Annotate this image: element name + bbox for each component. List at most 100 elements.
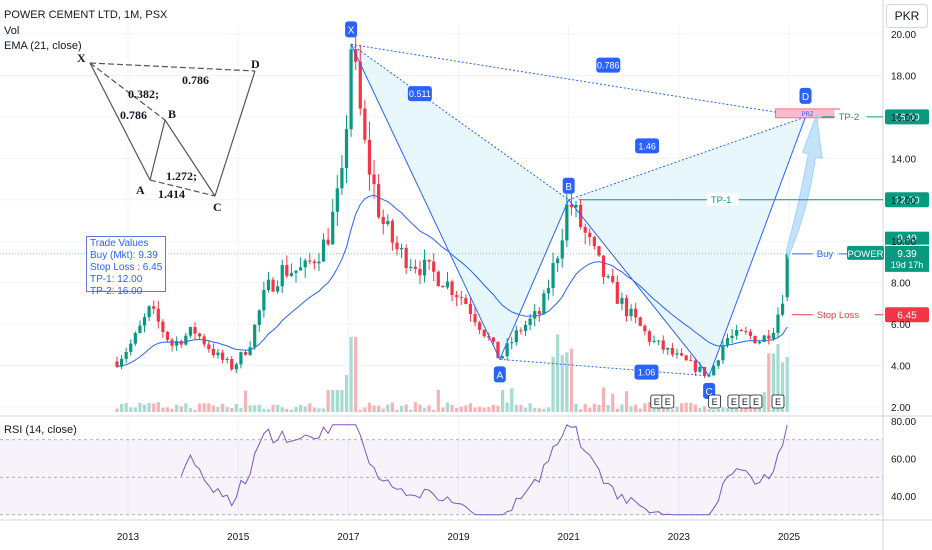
price-tick-label: 4.00: [891, 362, 911, 373]
volume-bar: [762, 392, 766, 412]
currency-button[interactable]: PKR: [886, 4, 928, 28]
volume-bar: [257, 404, 261, 412]
prz-label: PRZ: [802, 112, 814, 118]
price-tick-label: 12.00: [891, 196, 916, 207]
level-tp-2: TP-2 16.00: [822, 109, 929, 125]
candle: [528, 313, 532, 331]
legend-point-b: B: [168, 107, 176, 121]
candle-body: [404, 248, 408, 268]
candle: [243, 349, 248, 356]
candle: [597, 246, 601, 258]
volume-bar: [716, 409, 720, 412]
candle: [124, 347, 128, 363]
candle-body: [372, 174, 376, 185]
volume-bar: [220, 403, 225, 412]
candle: [634, 302, 638, 324]
volume-indicator-label[interactable]: Vol: [4, 25, 20, 37]
candle-body: [253, 324, 257, 348]
candle-body: [551, 263, 555, 289]
volume-bar: [239, 407, 243, 412]
candle-body: [161, 321, 165, 332]
candle: [482, 329, 486, 338]
candle-body: [321, 239, 326, 262]
candle-body: [684, 355, 688, 361]
volume-bar: [670, 409, 675, 412]
volume-bar: [721, 407, 725, 412]
candle: [436, 270, 440, 287]
candle-body: [432, 261, 436, 272]
candle: [519, 327, 523, 335]
candle: [386, 214, 390, 227]
candle-body: [647, 331, 652, 342]
candle: [294, 270, 298, 283]
earnings-label: E: [665, 397, 671, 407]
volume-bar: [363, 407, 367, 412]
candle-body: [133, 333, 137, 344]
volume-bar: [303, 406, 307, 412]
candle-body: [601, 255, 606, 277]
volume-bar: [560, 355, 564, 412]
candle: [179, 339, 183, 349]
ratio-badge: [635, 138, 660, 154]
volume-bar: [188, 408, 193, 412]
candle: [285, 255, 289, 279]
candle: [165, 330, 170, 342]
candle: [390, 218, 395, 251]
level-label-bg: [812, 307, 875, 321]
time-tick-label: 2015: [227, 532, 250, 543]
price-tick-label: 6.00: [891, 320, 911, 331]
volume-bar: [519, 404, 523, 412]
time-tick-label: 2021: [558, 532, 581, 543]
candle: [679, 348, 684, 357]
legend-leg-cd: [214, 70, 256, 197]
candle-body: [152, 306, 156, 309]
candle-body: [193, 327, 197, 334]
volume-bar: [551, 356, 555, 412]
volume-bar: [289, 409, 294, 412]
volume-bar: [556, 334, 560, 412]
candle: [716, 359, 720, 369]
volume-bar: [666, 406, 670, 412]
rsi-tick-label: 80.00: [891, 417, 916, 428]
ratio-label: 0.786: [597, 61, 620, 71]
volume-bar: [569, 348, 574, 412]
candle-body: [670, 348, 675, 355]
candle-body: [597, 246, 601, 256]
legend-ratio: 0.382;: [128, 87, 159, 101]
candle-body: [661, 340, 665, 350]
volume-bar: [367, 402, 372, 412]
candle: [409, 258, 413, 272]
candle: [147, 305, 151, 322]
candle-body: [262, 289, 266, 311]
volume-bar: [129, 407, 133, 412]
candle-body: [129, 343, 133, 352]
earnings-marker: E: [749, 394, 763, 409]
volume-bar: [500, 390, 505, 412]
candle-body: [418, 268, 422, 276]
pattern-point-d: D: [799, 87, 812, 104]
pattern-ratio: 1.06: [634, 364, 659, 380]
ema-indicator-label[interactable]: EMA (21, close): [4, 40, 82, 52]
volume-bar: [271, 404, 275, 412]
candle-body: [358, 61, 362, 109]
leg-bd: [568, 116, 806, 201]
volume-bar: [276, 404, 280, 412]
volume-bar: [377, 405, 381, 412]
volume-bar: [634, 404, 638, 412]
volume-bar: [514, 404, 518, 412]
earnings-box: [749, 394, 763, 409]
candle-body: [771, 332, 775, 339]
leg-cd: [708, 116, 806, 377]
volume-bar: [381, 408, 385, 412]
candle: [317, 252, 321, 272]
candle: [537, 307, 541, 322]
volume-bar: [202, 403, 206, 412]
legend-ratio: 1.272;: [166, 169, 197, 183]
volume-bar: [409, 409, 413, 412]
candle: [432, 253, 436, 282]
candle-body: [363, 108, 367, 140]
earnings-box: [661, 394, 675, 409]
time-tick-label: 2019: [447, 532, 470, 543]
candle-body: [225, 359, 229, 361]
